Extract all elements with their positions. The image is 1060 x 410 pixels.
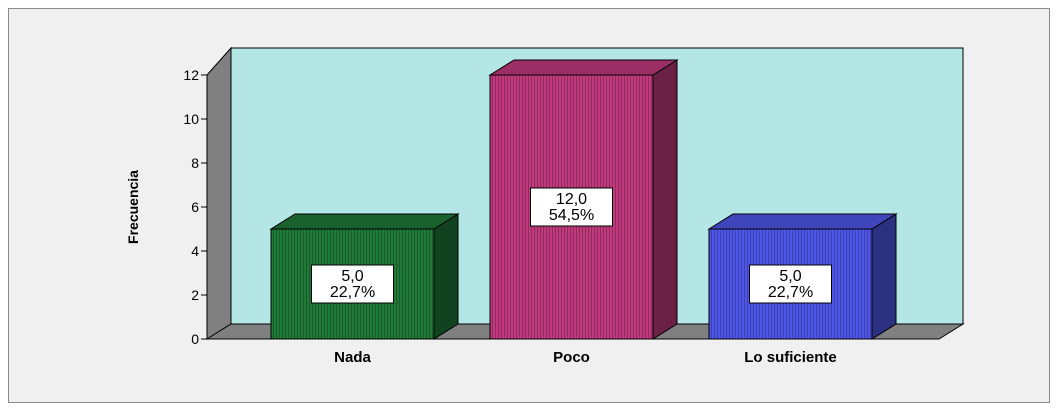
y-tick-label: 8 (191, 155, 199, 171)
y-tick-label: 6 (191, 199, 199, 215)
x-axis-labels: Nada Poco Lo suficiente (334, 349, 837, 366)
bar-top-face (709, 214, 896, 229)
y-axis-title: Frecuencia (125, 170, 141, 244)
plot-left-wall (207, 48, 231, 339)
y-tick-label: 12 (183, 67, 199, 83)
bar-data-label: 12,054,5% (531, 188, 613, 226)
bar-side-face (434, 214, 458, 339)
bar-data-label: 5,022,7% (750, 265, 832, 303)
data-label-text: 22,7% (768, 284, 813, 301)
bar-lo-suficiente: 5,022,7% (709, 214, 896, 339)
data-label-text: 12,0 (556, 191, 587, 208)
x-category-label: Lo suficiente (744, 349, 837, 366)
y-tick-label: 10 (183, 111, 199, 127)
data-label-text: 5,0 (341, 268, 363, 285)
bar-nada: 5,022,7% (271, 214, 458, 339)
bar-side-face (653, 60, 677, 339)
bar-top-face (490, 60, 677, 75)
data-label-text: 5,0 (779, 268, 801, 285)
bar-poco: 12,054,5% (490, 60, 677, 339)
y-axis-ticks: 0 2 4 6 8 10 12 (183, 67, 207, 347)
y-tick-label: 4 (191, 243, 199, 259)
bar-side-face (872, 214, 896, 339)
x-category-label: Poco (553, 349, 590, 366)
data-label-text: 22,7% (330, 284, 375, 301)
y-tick-label: 0 (191, 331, 199, 347)
x-category-label: Nada (334, 349, 371, 366)
y-tick-label: 2 (191, 287, 199, 303)
data-label-text: 54,5% (549, 207, 594, 224)
bar-data-label: 5,022,7% (312, 265, 394, 303)
bar-top-face (271, 214, 458, 229)
